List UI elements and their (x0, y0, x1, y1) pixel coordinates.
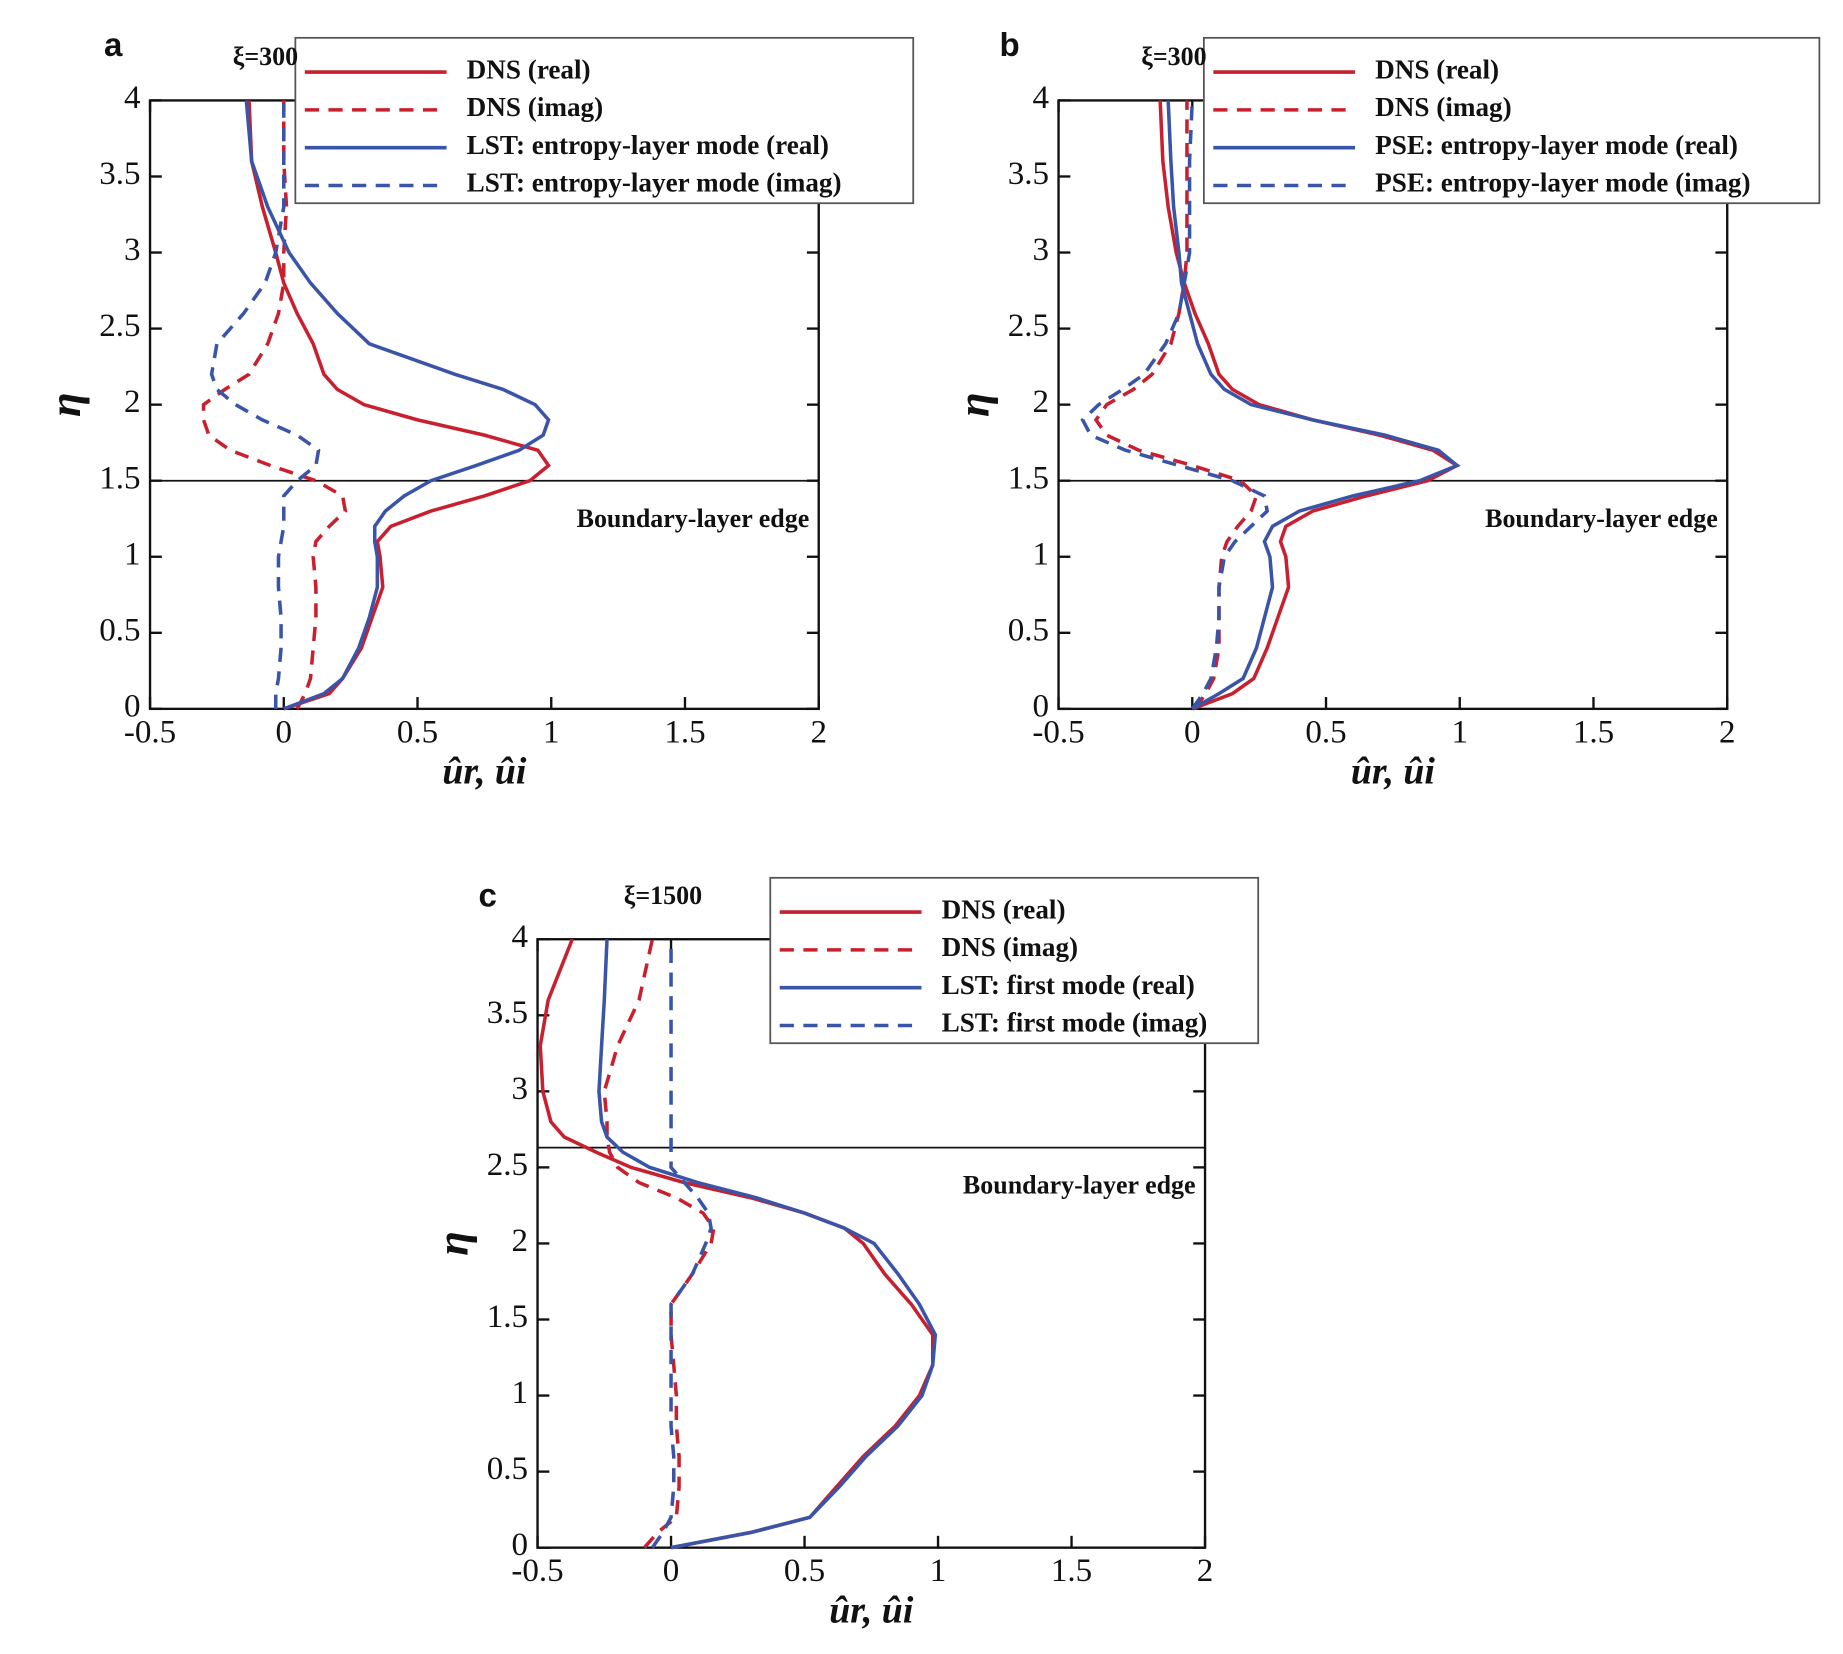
x-tick-label: 2 (810, 714, 827, 750)
y-tick-label: 1 (124, 536, 141, 572)
series-line (201, 100, 348, 710)
series-line (650, 939, 713, 1549)
x-tick-label: -0.5 (124, 714, 176, 750)
series-line (538, 938, 935, 1550)
y-axis-label: η (428, 1231, 478, 1256)
x-tick-label: 0 (1184, 714, 1201, 750)
legend-label: DNS (imag) (467, 92, 604, 122)
y-tick-label: 4 (512, 919, 529, 955)
y-tick-label: 3 (1033, 232, 1050, 268)
y-tick-label: 0 (512, 1527, 529, 1563)
y-tick-label: 2.5 (487, 1147, 528, 1183)
y-tick-label: 0 (1033, 688, 1050, 724)
legend-label: PSE: entropy-layer mode (real) (1375, 130, 1738, 160)
x-tick-label: 1 (543, 714, 560, 750)
x-tick-label: -0.5 (1032, 714, 1084, 750)
y-tick-label: 3 (124, 232, 141, 268)
x-axis-label: ûr, ûi (1351, 751, 1436, 793)
x-tick-label: 2 (1197, 1553, 1214, 1589)
series-line (244, 100, 551, 711)
panel-label: c (478, 878, 496, 915)
edge-label: Boundary-layer edge (963, 1171, 1196, 1200)
edge-label: Boundary-layer edge (1485, 504, 1718, 533)
x-tick-label: 0.5 (784, 1553, 825, 1589)
y-tick-label: 0.5 (99, 612, 140, 648)
series-line (209, 100, 321, 709)
x-tick-label: -0.5 (511, 1553, 563, 1589)
y-tick-label: 0 (124, 688, 141, 724)
y-tick-label: 3.5 (487, 995, 528, 1031)
legend-label: DNS (real) (467, 54, 591, 84)
y-tick-label: 2.5 (1008, 308, 1049, 344)
legend-label: LST: entropy-layer mode (imag) (467, 168, 842, 198)
y-tick-label: 1.5 (487, 1299, 528, 1335)
y-axis-label: η (40, 392, 90, 417)
legend-label: LST: first mode (real) (942, 970, 1195, 1000)
x-tick-label: 2 (1719, 714, 1736, 750)
legend-label: LST: entropy-layer mode (real) (467, 130, 829, 160)
annotation: ξ=300 (233, 42, 298, 71)
y-tick-label: 2 (124, 384, 141, 420)
y-tick-label: 1 (1033, 536, 1050, 572)
x-axis-label: ûr, ûi (442, 751, 527, 793)
y-tick-label: 1.5 (1008, 460, 1049, 496)
y-tick-label: 4 (124, 80, 141, 116)
legend-box (294, 36, 915, 205)
legend-label: DNS (real) (942, 894, 1066, 924)
x-axis-label: ûr, ûi (829, 1589, 914, 1631)
x-tick-label: 0.5 (397, 714, 438, 750)
x-tick-label: 1 (1451, 714, 1468, 750)
y-tick-label: 0.5 (1008, 612, 1049, 648)
panel-label: b (999, 27, 1019, 64)
legend-label: DNS (imag) (1375, 92, 1512, 122)
series-line (247, 100, 551, 711)
y-tick-label: 2 (1033, 384, 1050, 420)
series-line (602, 938, 716, 1549)
x-tick-label: 0 (663, 1553, 680, 1589)
legend-label: DNS (real) (1375, 54, 1499, 84)
legend-label: LST: first mode (imag) (942, 1008, 1208, 1038)
y-tick-label: 1 (512, 1375, 529, 1411)
legend-label: PSE: entropy-layer mode (imag) (1375, 168, 1750, 198)
y-tick-label: 2.5 (99, 308, 140, 344)
legend-box (769, 876, 1260, 1045)
y-tick-label: 2 (512, 1223, 529, 1259)
y-axis-label: η (949, 392, 999, 417)
series-line (1080, 100, 1270, 710)
edge-label: Boundary-layer edge (577, 504, 810, 533)
annotation: ξ=300 (1141, 42, 1206, 71)
annotation: ξ=1500 (624, 881, 702, 910)
y-tick-label: 4 (1033, 80, 1050, 116)
x-tick-label: 0.5 (1305, 714, 1346, 750)
x-tick-label: 1.5 (1051, 1553, 1092, 1589)
x-tick-label: 1.5 (1573, 714, 1614, 750)
y-tick-label: 1.5 (99, 460, 140, 496)
x-tick-label: 1 (930, 1553, 947, 1589)
y-tick-label: 0.5 (487, 1451, 528, 1487)
y-tick-label: 3.5 (99, 156, 140, 192)
y-tick-label: 3.5 (1008, 156, 1049, 192)
y-tick-label: 3 (512, 1071, 529, 1107)
x-tick-label: 0 (276, 714, 293, 750)
x-tick-label: 1.5 (664, 714, 705, 750)
series-line (1166, 100, 1461, 711)
panel-label: a (104, 27, 123, 64)
legend-box (1202, 36, 1821, 205)
legend-label: DNS (imag) (942, 932, 1079, 962)
series-line (597, 939, 938, 1550)
